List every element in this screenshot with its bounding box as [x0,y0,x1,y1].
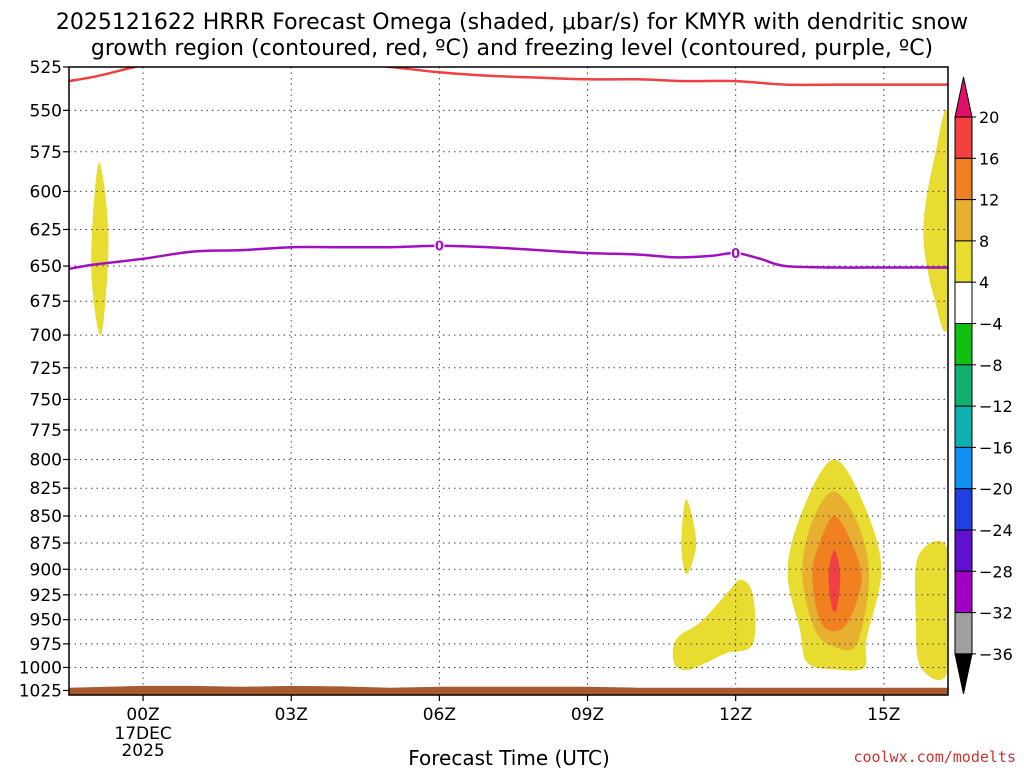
y-tick-label-600: 600 [30,182,62,202]
omega-region-7 [828,550,841,612]
x-tick-label-00Z: 00Z [126,705,159,725]
dgz-contour-line [69,67,948,87]
colorbar-band-6 [954,364,973,407]
y-tick-label-850: 850 [30,507,62,527]
colorbar-label-0: 20 [979,108,999,127]
y-tick-label-950: 950 [30,611,62,631]
omega-region-3 [672,579,756,671]
y-tick-label-700: 700 [30,326,62,346]
freezing-contour-label-1: 0 [731,247,740,262]
chart-title-line1: 2025121622 HRRR Forecast Omega (shaded, … [56,10,968,35]
colorbar-bottom-arrow [954,653,973,695]
omega-region-8 [915,540,948,681]
colorbar-band-9 [954,488,973,531]
y-tick-label-825: 825 [30,479,62,499]
credit-text: coolwx.com/modelts [853,748,1016,766]
colorbar: 20 16 12 8 4 −4 −8 −12 −16 −20 −24 −28 −32 −36 [954,76,1013,695]
x-tick-label-09Z: 09Z [571,705,604,725]
y-tick-label-525: 525 [30,58,62,78]
x-tick-label-12Z: 12Z [719,705,752,725]
colorbar-label-12: −32 [979,604,1013,623]
omega-region-1 [923,109,948,332]
x-tick-date-day: 17DEC [114,724,171,744]
colorbar-label-4: 4 [979,273,989,292]
colorbar-band-2 [954,199,973,242]
y-tick-label-925: 925 [30,586,62,606]
y-axis-ticks: 525 550 575 600 625 650 675 700 725 750 775 800 825 8… [19,58,69,701]
colorbar-band-4 [954,281,973,325]
x-tick-label-06Z: 06Z [423,705,456,725]
colorbar-band-0 [954,116,973,159]
x-axis-label: Forecast Time (UTC) [408,746,610,768]
freezing-label-bg-1 [730,246,741,260]
colorbar-label-6: −8 [979,356,1003,375]
colorbar-label-3: 8 [979,232,989,251]
colorbar-band-3 [954,240,973,283]
y-tick-label-1025: 1025 [19,681,62,701]
grid-lines [69,67,948,695]
colorbar-label-9: −20 [979,480,1013,499]
colorbar-band-7 [954,405,973,448]
y-tick-label-650: 650 [30,257,62,277]
colorbar-label-2: 12 [979,191,999,210]
y-tick-label-625: 625 [30,220,62,240]
colorbar-label-13: −36 [979,645,1013,664]
colorbar-band-10 [954,529,973,572]
ground-layer [69,685,948,695]
colorbar-band-11 [954,570,973,614]
x-tick-date-year: 2025 [121,741,164,761]
freezing-level-contour [69,244,948,271]
y-tick-label-1000: 1000 [19,658,62,678]
y-tick-label-800: 800 [30,451,62,471]
colorbar-label-7: −12 [979,397,1013,416]
colorbar-band-5 [954,323,973,366]
y-tick-label-550: 550 [30,101,62,121]
y-tick-label-975: 975 [30,635,62,655]
colorbar-label-1: 16 [979,149,999,168]
y-tick-label-575: 575 [30,143,62,163]
y-tick-label-875: 875 [30,534,62,554]
omega-region-2 [681,499,697,575]
omega-region-0 [91,162,109,336]
y-tick-label-900: 900 [30,560,62,580]
y-tick-label-725: 725 [30,359,62,379]
colorbar-label-8: −16 [979,438,1013,457]
x-tick-label-03Z: 03Z [275,705,308,725]
y-tick-label-775: 775 [30,421,62,441]
freezing-label-bg-0 [434,238,445,252]
y-tick-label-675: 675 [30,292,62,312]
colorbar-band-1 [954,157,973,201]
colorbar-top-arrow [954,76,973,118]
y-tick-label-750: 750 [30,390,62,410]
x-tick-label-15Z: 15Z [867,705,900,725]
chart-title-line2: growth region (contoured, red, ºC) and f… [91,36,933,61]
colorbar-band-12 [954,612,973,655]
omega-shading [91,109,948,681]
plot-frame [68,66,949,696]
colorbar-label-10: −24 [979,521,1013,540]
colorbar-band-8 [954,446,973,490]
colorbar-label-5: −4 [979,315,1003,334]
freezing-contour-label-0: 0 [435,240,444,255]
ground-fill [69,685,948,695]
colorbar-label-11: −28 [979,562,1013,581]
